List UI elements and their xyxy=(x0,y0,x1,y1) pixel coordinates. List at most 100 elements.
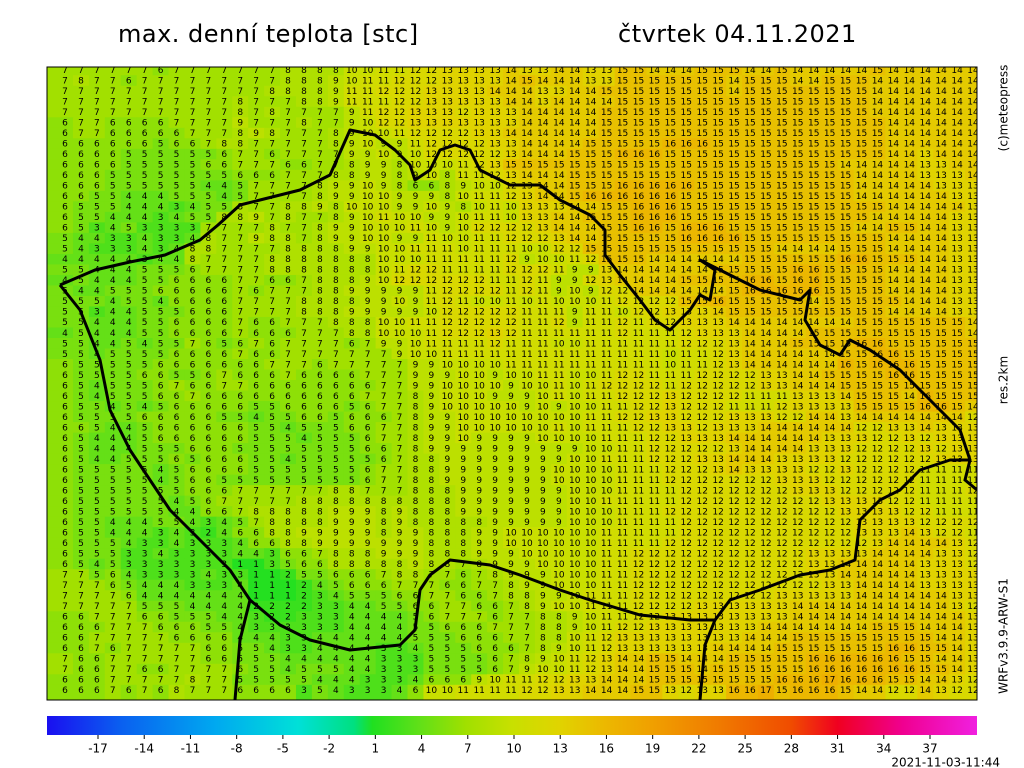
cell xyxy=(152,138,170,150)
cell-value: 14 xyxy=(935,87,947,97)
cell-value: 15 xyxy=(712,140,723,150)
cell-value: 6 xyxy=(174,287,180,297)
cell xyxy=(646,285,663,297)
cell-value: 15 xyxy=(744,119,755,129)
cell xyxy=(965,327,977,339)
cell xyxy=(200,295,217,308)
cell xyxy=(837,190,855,202)
cell xyxy=(694,222,711,234)
cell xyxy=(439,117,456,129)
cell-value: 10 xyxy=(362,182,374,192)
cell-value: 6 xyxy=(221,150,227,160)
cell xyxy=(264,327,281,339)
cell-value: 9 xyxy=(572,276,578,286)
cell xyxy=(614,253,632,266)
cell xyxy=(248,222,265,234)
cell-value: 15 xyxy=(617,87,628,97)
cell-value: 14 xyxy=(951,203,963,213)
cell-value: 16 xyxy=(840,255,852,265)
cell-value: 8 xyxy=(285,234,291,244)
cell xyxy=(455,169,472,181)
cell-value: 14 xyxy=(585,234,597,244)
cell-value: 15 xyxy=(824,129,835,139)
cell xyxy=(47,506,74,518)
cell xyxy=(487,295,504,308)
cell xyxy=(407,159,425,171)
cell xyxy=(917,306,934,318)
cell-value: 9 xyxy=(333,77,339,87)
cell xyxy=(694,67,711,76)
cell-value: 6 xyxy=(190,318,196,328)
cell-value: 14 xyxy=(935,266,947,276)
cell xyxy=(327,285,345,297)
cell-value: 13 xyxy=(935,182,946,192)
cell xyxy=(136,75,154,87)
cell-value: 7 xyxy=(285,108,291,118)
cell xyxy=(726,169,743,181)
cell xyxy=(280,159,297,171)
cell-value: 11 xyxy=(489,276,500,286)
cell xyxy=(232,274,249,287)
cell xyxy=(742,295,759,308)
cell-value: 11 xyxy=(601,308,612,318)
cell-value: 7 xyxy=(253,255,259,265)
cell-value: 15 xyxy=(744,98,755,108)
cell xyxy=(566,264,584,276)
cell xyxy=(582,127,600,139)
cell-value: 11 xyxy=(426,255,437,265)
cell-value: 15 xyxy=(712,129,723,139)
cell-value: 4 xyxy=(94,318,100,328)
cell xyxy=(821,222,839,234)
cell xyxy=(662,243,679,255)
cell-value: 8 xyxy=(269,129,275,139)
cell-value: 11 xyxy=(442,245,453,255)
cell xyxy=(375,316,393,329)
cell-value: 14 xyxy=(888,182,900,192)
cell-value: 15 xyxy=(776,234,787,244)
cell-value: 15 xyxy=(744,224,755,234)
cell-value: 13 xyxy=(601,77,612,87)
cell xyxy=(280,96,297,108)
cell xyxy=(917,253,934,266)
cell-value: 14 xyxy=(649,266,661,276)
cell xyxy=(789,117,807,129)
cell xyxy=(136,264,154,276)
cell-value: 15 xyxy=(696,98,707,108)
cell-value: 13 xyxy=(537,203,548,213)
cell xyxy=(678,96,695,108)
cell-value: 6 xyxy=(206,276,212,286)
cell-value: 15 xyxy=(888,224,899,234)
cell xyxy=(678,85,695,97)
cell xyxy=(869,190,886,202)
cell-value: 10 xyxy=(378,255,390,265)
cell xyxy=(630,138,648,150)
cell-value: 13 xyxy=(521,182,532,192)
cell-value: 15 xyxy=(919,318,930,328)
cell-value: 10 xyxy=(362,192,374,202)
cell-value: 11 xyxy=(569,255,580,265)
cell xyxy=(534,211,552,223)
cell-value: 11 xyxy=(553,266,564,276)
cell-value: 14 xyxy=(904,287,916,297)
cell xyxy=(88,243,106,255)
cell xyxy=(88,138,106,150)
cell xyxy=(662,222,679,234)
cell xyxy=(821,169,839,181)
cell xyxy=(805,117,823,129)
cell xyxy=(104,222,122,234)
cell-value: 15 xyxy=(569,171,580,181)
cell-value: 15 xyxy=(792,87,803,97)
cell xyxy=(949,211,966,223)
cell xyxy=(694,316,711,329)
cell xyxy=(311,264,329,276)
cell xyxy=(455,75,472,87)
cell-value: 13 xyxy=(712,329,723,339)
cell xyxy=(630,232,648,245)
cell-value: 11 xyxy=(537,287,548,297)
cell-value: 9 xyxy=(556,276,562,286)
cell xyxy=(168,138,186,150)
cell-value: 15 xyxy=(744,255,755,265)
cell xyxy=(200,316,217,329)
cell xyxy=(757,316,775,329)
cell-value: 15 xyxy=(872,150,883,160)
